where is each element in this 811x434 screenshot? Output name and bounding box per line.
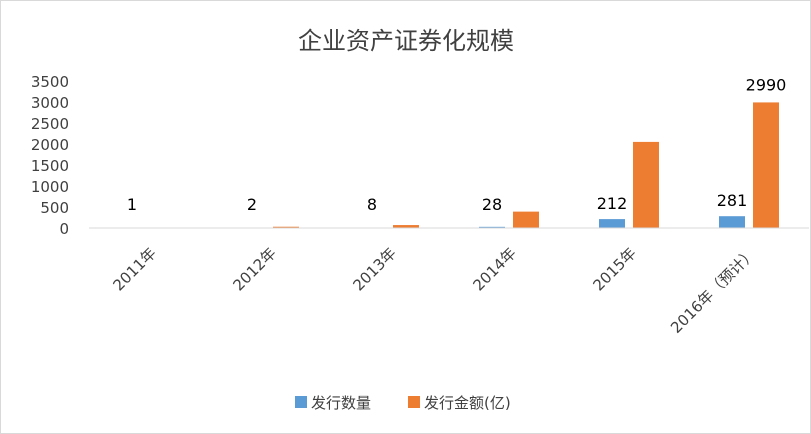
legend-swatch [408,396,420,408]
x-tick-label: 2013年 [349,244,399,294]
y-tick-label: 3000 [31,94,69,112]
bar-amount [393,225,419,228]
legend: 发行数量 发行金额(亿) [295,394,511,412]
x-axis: 2011年 2012年 2013年 2014年 2015年 2016年（预计） [89,227,809,337]
data-label: 1 [127,195,137,214]
x-tick-label: 2016年（预计） [667,244,760,337]
y-tick-label: 2500 [31,115,69,133]
x-tick-label: 2014年 [469,244,519,294]
x-tick-label: 2011年 [109,244,159,294]
x-tick-label: 2012年 [229,244,279,294]
y-tick-label: 1500 [31,157,69,175]
bar-amount [753,102,779,228]
bar-count [719,216,745,228]
bar-amount [273,226,299,228]
bar-count [599,219,625,228]
data-label: 212 [597,194,628,213]
data-label: 281 [717,191,748,210]
y-tick-label: 2000 [31,136,69,154]
data-label-amount: 2990 [746,75,787,94]
data-label: 2 [247,195,257,214]
data-label: 28 [482,195,502,214]
bar-amount [633,141,659,228]
legend-label: 发行金额(亿) [424,394,511,412]
y-tick-label: 1000 [31,178,69,196]
data-label: 8 [367,195,377,214]
legend-swatch [295,396,307,408]
y-tick-label: 500 [40,199,69,217]
y-axis: 0 500 1000 1500 2000 2500 3000 3500 [31,73,69,238]
x-tick-label: 2015年 [589,244,639,294]
bar-count [479,226,505,228]
y-tick-label: 3500 [31,73,69,91]
bar-amount [513,211,539,228]
legend-label: 发行数量 [311,394,371,412]
y-tick-label: 0 [59,220,69,238]
chart-title: 企业资产证券化规模 [298,27,514,55]
